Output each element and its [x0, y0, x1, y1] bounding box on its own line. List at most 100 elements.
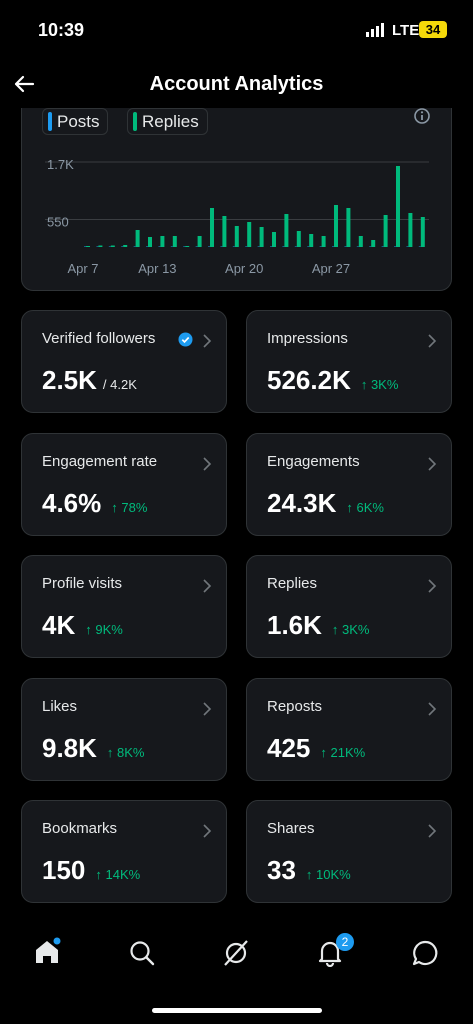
metric-value: 1.6K ↑ 3K%	[267, 610, 370, 641]
bar	[197, 236, 202, 247]
bar	[334, 205, 338, 247]
bar	[284, 214, 289, 247]
metric-card[interactable]: Reposts 425 ↑ 21K%	[246, 677, 452, 781]
metric-number: 24.3K	[267, 487, 337, 518]
bar	[220, 246, 223, 247]
metric-number: 4.6%	[42, 487, 102, 518]
bar	[270, 246, 272, 247]
bar	[420, 217, 425, 247]
metric-card[interactable]: Verified followers 2.5K / 4.2K	[21, 310, 227, 413]
metric-name: Verified followers	[42, 330, 193, 347]
bar	[408, 213, 413, 247]
chevron	[203, 579, 212, 593]
metric-name: Reposts	[267, 697, 323, 715]
chevron	[428, 701, 437, 716]
metric-card[interactable]: Profile visits 4K ↑ 9K%	[21, 555, 227, 658]
bar	[307, 246, 310, 247]
metric-name: Engagement rate	[42, 452, 158, 470]
chart-card	[21, 90, 452, 291]
metric-name: Bookmarks	[42, 820, 118, 837]
metric-number: 2.5K	[42, 365, 97, 395]
bar	[396, 166, 400, 247]
bar	[133, 246, 136, 247]
metric-card[interactable]: Engagements 24.3K ↑ 6K%	[246, 432, 452, 536]
bar	[383, 215, 388, 247]
metric-change: ↑ 3K%	[360, 377, 399, 392]
bar	[170, 246, 173, 247]
notification-badge: 2	[336, 933, 354, 951]
bar	[135, 230, 140, 247]
page-title: Account Analytics	[149, 73, 324, 95]
bar	[86, 246, 90, 247]
metric-card[interactable]: Likes 9.8K ↑ 8K%	[21, 677, 227, 781]
metric-name: Engagements	[267, 452, 360, 470]
bar	[234, 226, 239, 247]
bar	[172, 236, 177, 247]
metric-change: ↑ 21K%	[320, 744, 366, 760]
bar	[121, 246, 124, 247]
bar	[84, 246, 86, 247]
bar	[247, 222, 252, 247]
bar	[208, 246, 210, 247]
bar	[232, 246, 235, 247]
metric-change: ↑ 14K%	[95, 867, 141, 882]
network-type: LTE	[392, 22, 420, 39]
metric-change: ↑ 9K%	[85, 622, 123, 637]
bar	[183, 246, 186, 247]
x-tick-label: Apr 7	[67, 261, 98, 276]
messages-tab[interactable]	[411, 939, 439, 967]
bar	[344, 246, 347, 247]
bar	[96, 246, 99, 247]
metric-name: Profile visits	[42, 575, 123, 592]
bar	[282, 246, 285, 247]
top-bar: 10:39 LTE 34 Account Analytics	[0, 0, 473, 108]
metric-card[interactable]: Bookmarks 150 ↑ 14K%	[21, 800, 227, 903]
legend-item[interactable]: Replies	[127, 108, 208, 135]
metric-value: 526.2K ↑ 3K%	[267, 365, 398, 396]
bar	[259, 227, 264, 247]
notifications-tab[interactable]	[316, 939, 344, 967]
search-tab[interactable]	[128, 939, 156, 967]
metric-number: 33	[267, 855, 296, 885]
metric-change: ↑ 78%	[111, 499, 148, 515]
bar	[381, 246, 384, 247]
bar	[356, 246, 359, 247]
bar	[185, 246, 190, 247]
verified-badge	[178, 332, 193, 347]
metric-card[interactable]: Replies 1.6K ↑ 3K%	[246, 555, 452, 658]
bar	[272, 232, 276, 247]
info-icon[interactable]	[412, 106, 432, 126]
home-tab[interactable]	[33, 937, 63, 967]
bar	[358, 236, 363, 247]
bar	[371, 240, 376, 247]
bar	[245, 246, 248, 247]
bar	[160, 236, 165, 247]
bar	[210, 208, 214, 247]
metric-value: 425 ↑ 21K%	[267, 733, 365, 764]
bar	[332, 246, 334, 247]
grok-tab[interactable]	[222, 939, 250, 967]
metric-change: ↑ 10K%	[305, 867, 351, 882]
bar	[98, 245, 103, 247]
metric-value: 150 ↑ 14K%	[42, 855, 140, 886]
legend-swatch	[48, 112, 52, 131]
metric-value: 4K ↑ 9K%	[42, 610, 123, 641]
metric-name: Shares	[267, 820, 315, 837]
bar	[296, 231, 301, 247]
metric-number: 1.6K	[267, 610, 322, 640]
metric-name: Impressions	[267, 330, 348, 347]
chevron	[428, 456, 437, 471]
back-button[interactable]	[12, 72, 36, 96]
bar	[158, 246, 161, 247]
legend-item[interactable]: Posts	[42, 108, 108, 135]
bar	[406, 246, 409, 247]
x-tick-label: Apr 20	[225, 261, 263, 276]
chevron	[428, 579, 437, 593]
chevron	[203, 824, 212, 838]
metric-card[interactable]: Engagement rate 4.6% ↑ 78%	[21, 432, 227, 536]
y-tick-label: 1.7K	[47, 157, 74, 172]
metric-card[interactable]: Shares 33 ↑ 10K%	[246, 800, 452, 903]
metric-card[interactable]: Impressions 526.2K ↑ 3K%	[246, 310, 452, 413]
